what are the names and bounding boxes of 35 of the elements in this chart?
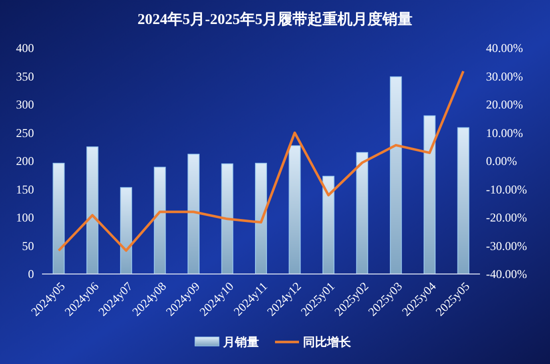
legend-label: 同比增长 [303, 335, 352, 350]
chart-title: 2024年5月-2025年5月履带起重机月度销量 [138, 10, 412, 28]
y2-tick-label: -40.00% [486, 267, 527, 282]
bar [86, 146, 98, 274]
bar [120, 187, 132, 274]
line-series [57, 70, 465, 252]
bar [52, 162, 65, 274]
y-tick-label: 150 [16, 182, 34, 196]
y2-tick-label: 0.00% [486, 154, 517, 168]
y-tick-label: 350 [16, 69, 34, 84]
bar [457, 127, 470, 274]
bar [322, 176, 334, 274]
y-tick-label: 250 [16, 126, 34, 140]
y-tick-label: 0 [28, 267, 34, 282]
bar [356, 152, 368, 274]
legend-label: 月销量 [222, 335, 259, 350]
y-tick-label: 100 [16, 210, 34, 225]
bar [154, 166, 166, 274]
y-tick-label: 50 [22, 238, 34, 253]
y2-tick-label: 40.00% [486, 41, 523, 56]
bar [390, 76, 402, 274]
y-tick-label: 300 [16, 98, 34, 112]
bar [188, 154, 200, 274]
bar [288, 145, 301, 274]
bar [221, 163, 234, 274]
y2-tick-label: -10.00% [486, 182, 527, 196]
y2-tick-label: 30.00% [486, 69, 523, 84]
y2-tick-label: 10.00% [486, 126, 523, 140]
y2-tick-label: -20.00% [486, 210, 527, 225]
y-tick-label: 200 [16, 154, 34, 168]
bar [255, 162, 267, 274]
y2-tick-label: -30.00% [486, 238, 527, 253]
y2-tick-label: 20.00% [486, 98, 523, 112]
y-tick-label: 400 [16, 41, 34, 56]
bar [424, 115, 436, 274]
